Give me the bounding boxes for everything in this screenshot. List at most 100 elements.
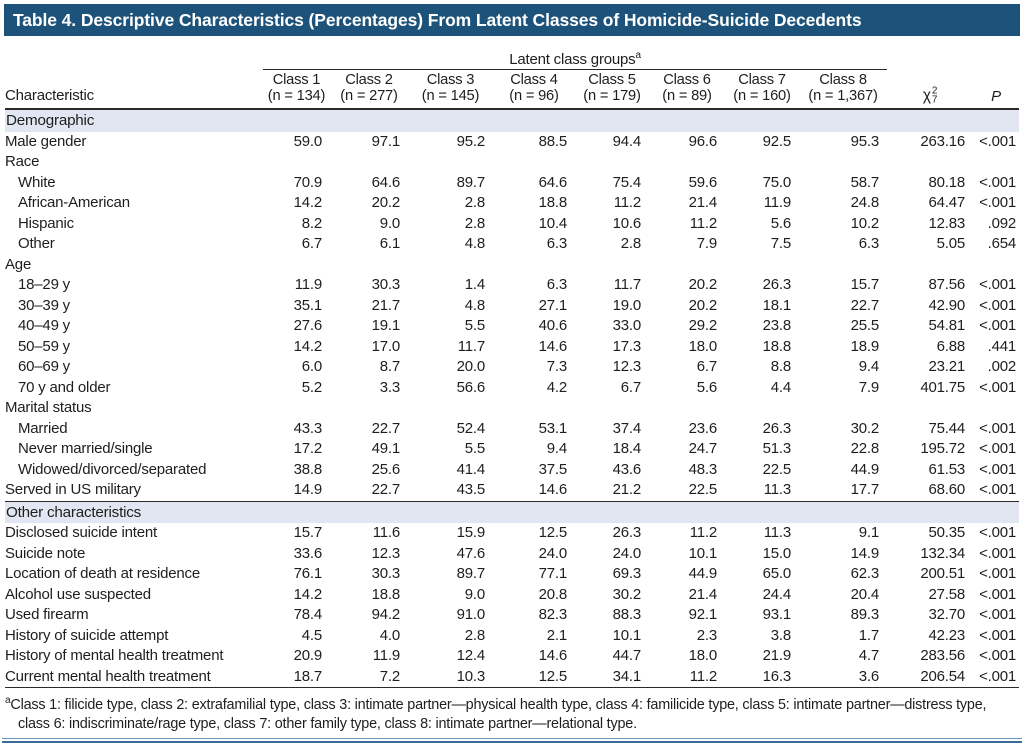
cell-class-8: 6.3	[858, 235, 880, 253]
cell-class-4: 24.0	[538, 544, 568, 562]
cell-class-1: 78.4	[293, 606, 323, 624]
cell-class-4: 12.5	[538, 667, 568, 685]
cell-chi-square: 12.83	[928, 214, 966, 232]
row-label: Used firearm	[5, 606, 89, 624]
cell-class-7: 22.5	[762, 460, 792, 478]
cell-class-8: 9.4	[858, 358, 880, 376]
cell-chi-square: 206.54	[920, 667, 966, 685]
cell-class-4	[493, 152, 575, 173]
cell-class-6: 96.6	[688, 132, 718, 150]
cell-class-8: 62.3	[850, 565, 880, 583]
cell-class-2	[330, 152, 408, 173]
row-label: Married	[18, 419, 68, 437]
row-label: Other	[18, 235, 55, 253]
cell-class-5: 33.0	[612, 317, 642, 335]
cell-class-2: 12.3	[371, 544, 401, 562]
cell-class-5: 26.3	[612, 524, 642, 542]
section-label: Demographic	[5, 108, 1020, 132]
cell-p-value: .654	[987, 235, 1017, 253]
row-label: Male gender	[5, 132, 87, 150]
cell-class-5: 24.0	[612, 544, 642, 562]
cell-class-4: 77.1	[538, 565, 568, 583]
cell-class-5: 37.4	[612, 419, 642, 437]
cell-class-1: 43.3	[293, 419, 323, 437]
cell-class-6: 20.2	[688, 276, 718, 294]
cell-class-6: 11.2	[689, 524, 717, 542]
cell-class-7: 11.3	[763, 524, 791, 542]
cell-class-8	[799, 398, 887, 419]
cell-class-1	[263, 398, 330, 419]
cell-class-5: 43.6	[612, 460, 642, 478]
cell-chi-square: 68.60	[928, 481, 966, 499]
cell-class-7	[725, 255, 799, 276]
cell-class-8: 15.7	[850, 276, 880, 294]
cell-class-2: 30.3	[371, 565, 401, 583]
cell-class-7: 26.3	[762, 276, 792, 294]
row-label: Alcohol use suspected	[5, 585, 151, 603]
table-row: Served in US military 14.9 22.7 43.5 14.6 21.…	[5, 480, 1019, 501]
cell-class-6: 2.3	[696, 626, 717, 644]
cell-class-8: 4.7	[858, 647, 880, 665]
cell-class-6: 20.2	[688, 296, 718, 314]
cell-class-6: 10.1	[688, 544, 718, 562]
cell-class-3: 20.0	[456, 358, 486, 376]
cell-class-5: 30.2	[612, 585, 642, 603]
cell-class-2: 49.1	[371, 440, 401, 458]
cell-chi-square: 75.44	[928, 419, 966, 437]
table-row: Male gender 59.0 97.1 95.2 88.5 94.4 96.6 92.5 9…	[5, 132, 1019, 153]
cell-class-6	[649, 398, 725, 419]
row-label: Race	[5, 153, 40, 171]
table-title-bar: Table 4. Descriptive Characteristics (Pe…	[4, 4, 1020, 36]
row-label: 30–39 y	[18, 296, 70, 314]
cell-class-8: 14.9	[850, 544, 880, 562]
table-row: Used firearm 78.4 94.2 91.0 82.3 88.3 92.1 93.1…	[5, 605, 1019, 626]
cell-class-2: 22.7	[371, 481, 401, 499]
table-row: Disclosed suicide intent 15.7 11.6 15.9 12.5…	[5, 523, 1019, 544]
cell-class-8: 24.8	[850, 194, 880, 212]
cell-class-5	[575, 152, 649, 173]
cell-class-8: 9.1	[858, 524, 880, 542]
table-row: African-American 14.2 20.2 2.8 18.8 11.2 21.4 1…	[5, 193, 1019, 214]
cell-class-1: 6.7	[301, 235, 322, 253]
cell-class-2	[330, 398, 408, 419]
cell-class-1: 5.2	[301, 378, 322, 396]
cell-class-4: 27.1	[538, 296, 568, 314]
table-row: Marital status	[5, 398, 1019, 419]
cell-chi-square: 42.23	[928, 626, 966, 644]
cell-class-6: 48.3	[688, 460, 718, 478]
cell-p-value: <.001	[979, 626, 1017, 644]
span-header-spacer-p	[973, 46, 1019, 70]
cell-class-1: 20.9	[293, 647, 323, 665]
cell-class-1: 14.2	[293, 194, 323, 212]
cell-class-3: 9.0	[464, 585, 485, 603]
cell-class-2: 19.1	[371, 317, 401, 335]
cell-class-7: 8.8	[770, 358, 791, 376]
span-header-spacer-chi	[887, 46, 973, 70]
class-1-header: Class 1 (n = 134)	[263, 69, 330, 110]
cell-class-1: 38.8	[293, 460, 323, 478]
row-label: Hispanic	[18, 214, 74, 232]
cell-class-8: 10.2	[850, 214, 880, 232]
cell-class-3: 41.4	[456, 460, 486, 478]
cell-class-1: 6.0	[301, 358, 322, 376]
cell-class-8: 1.7	[858, 626, 880, 644]
cell-class-7: 75.0	[762, 173, 792, 191]
cell-class-3	[408, 255, 493, 276]
cell-chi-square: 64.47	[928, 194, 966, 212]
cell-class-4: 40.6	[538, 317, 568, 335]
cell-class-2: 11.6	[372, 524, 400, 542]
table-title: Table 4. Descriptive Characteristics (Pe…	[13, 10, 862, 30]
cell-chi-square: 61.53	[928, 460, 966, 478]
cell-p-value: <.001	[979, 296, 1017, 314]
cell-class-2: 17.0	[371, 337, 401, 355]
cell-class-2: 94.2	[371, 606, 401, 624]
latent-class-groups-footnote-marker: a	[635, 50, 641, 61]
cell-class-2: 9.0	[379, 214, 400, 232]
cell-chi-square	[887, 398, 973, 419]
cell-class-7: 23.8	[762, 317, 792, 335]
data-table: Latent class groupsa Characteristic Clas…	[5, 46, 1020, 688]
cell-p-value: <.001	[979, 132, 1017, 150]
cell-class-3	[408, 152, 493, 173]
cell-class-1: 17.2	[293, 440, 323, 458]
